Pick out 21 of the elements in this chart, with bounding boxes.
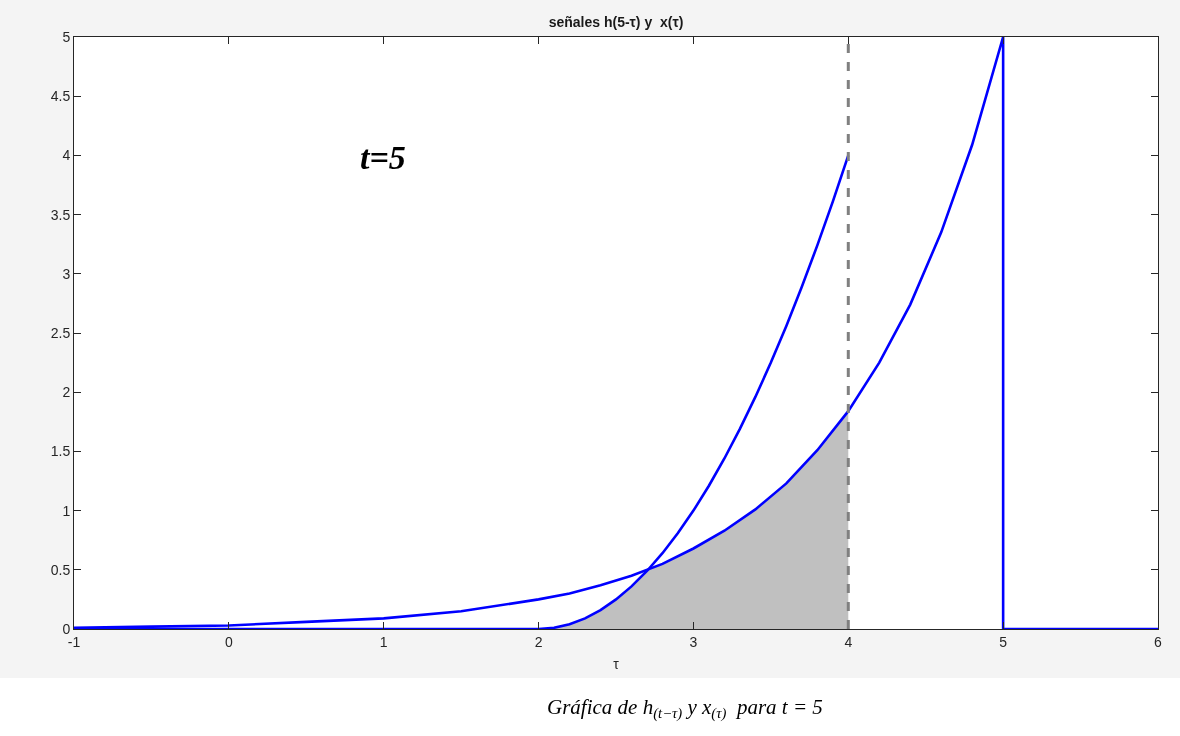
y-tick-label: 3.5 <box>50 206 71 223</box>
chart-title: señales h(5-τ) y x(τ) <box>548 13 684 30</box>
y-tick-label: 0.5 <box>50 561 71 578</box>
x-tick-label: 5 <box>999 633 1008 650</box>
y-tick-label: 4.5 <box>50 88 71 105</box>
annotation: t=5 <box>360 139 406 176</box>
y-tick-label: 1.5 <box>50 443 71 460</box>
x-tick-label: 1 <box>379 633 388 650</box>
x-tick-label: 0 <box>224 633 233 650</box>
x-tick-label: 4 <box>844 633 853 650</box>
x-tick-label: 3 <box>689 633 698 650</box>
x-tick-label: 6 <box>1154 633 1163 650</box>
y-tick-label: 1 <box>62 502 71 519</box>
y-tick-label: 3 <box>62 265 71 282</box>
x-tick-label: 2 <box>534 633 543 650</box>
y-tick-label: 2.5 <box>50 324 71 341</box>
y-tick-label: 4 <box>62 147 71 164</box>
x-axis-title: τ <box>613 656 620 673</box>
y-tick-label: 5 <box>62 28 71 45</box>
text: Gráfica de h$_{(t−τ)}$ y x$_{(τ)}$ para t = 5 <box>547 695 823 723</box>
y-tick-label: 2 <box>62 384 71 401</box>
